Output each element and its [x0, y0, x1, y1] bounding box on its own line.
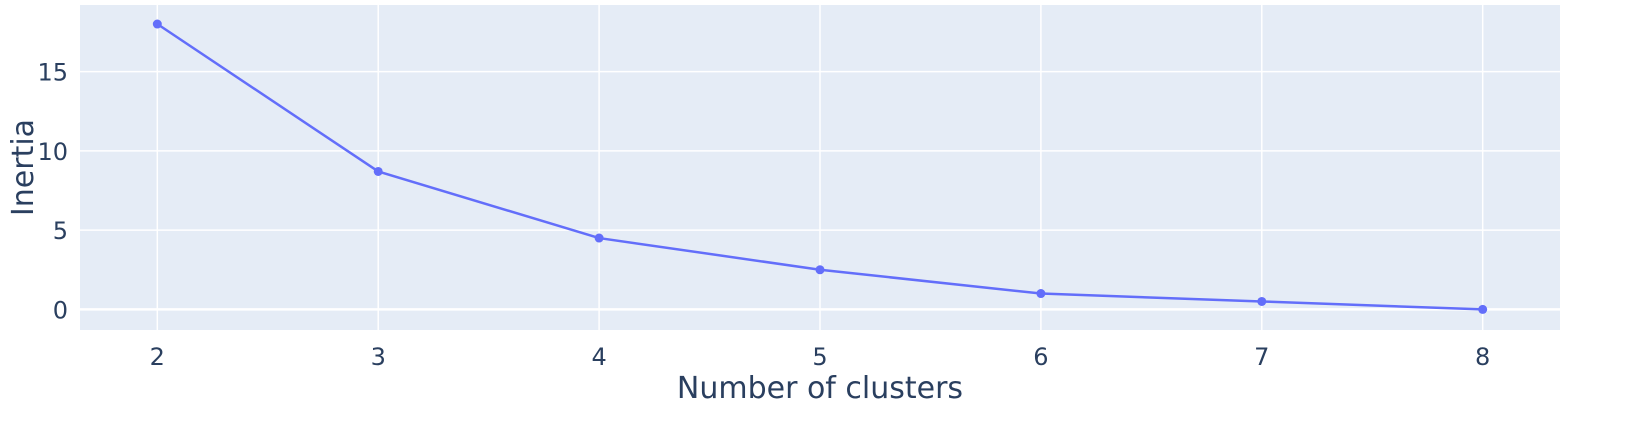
- y-tick-label: 0: [53, 296, 68, 324]
- data-point: [1036, 289, 1046, 299]
- data-point: [373, 166, 383, 176]
- x-tick-label: 6: [1033, 343, 1048, 371]
- data-point: [815, 265, 825, 275]
- y-tick-label: 5: [53, 217, 68, 245]
- x-tick-label: 5: [812, 343, 827, 371]
- tick-labels: 2 3 4 5 6 7 8 0 5 10 15: [37, 59, 1490, 371]
- data-point: [594, 233, 604, 243]
- x-tick-label: 3: [371, 343, 386, 371]
- x-tick-label: 4: [591, 343, 606, 371]
- series-layer: [152, 19, 1488, 314]
- y-axis-title: Inertia: [6, 119, 41, 216]
- grid-lines: [80, 5, 1560, 330]
- x-tick-label: 2: [150, 343, 165, 371]
- data-point: [152, 19, 162, 29]
- data-point: [1257, 296, 1267, 306]
- data-point: [1478, 304, 1488, 314]
- x-tick-label: 7: [1254, 343, 1269, 371]
- y-tick-label: 10: [37, 138, 68, 166]
- y-tick-label: 15: [37, 59, 68, 87]
- x-tick-label: 8: [1475, 343, 1490, 371]
- x-axis-title: Number of clusters: [677, 371, 963, 406]
